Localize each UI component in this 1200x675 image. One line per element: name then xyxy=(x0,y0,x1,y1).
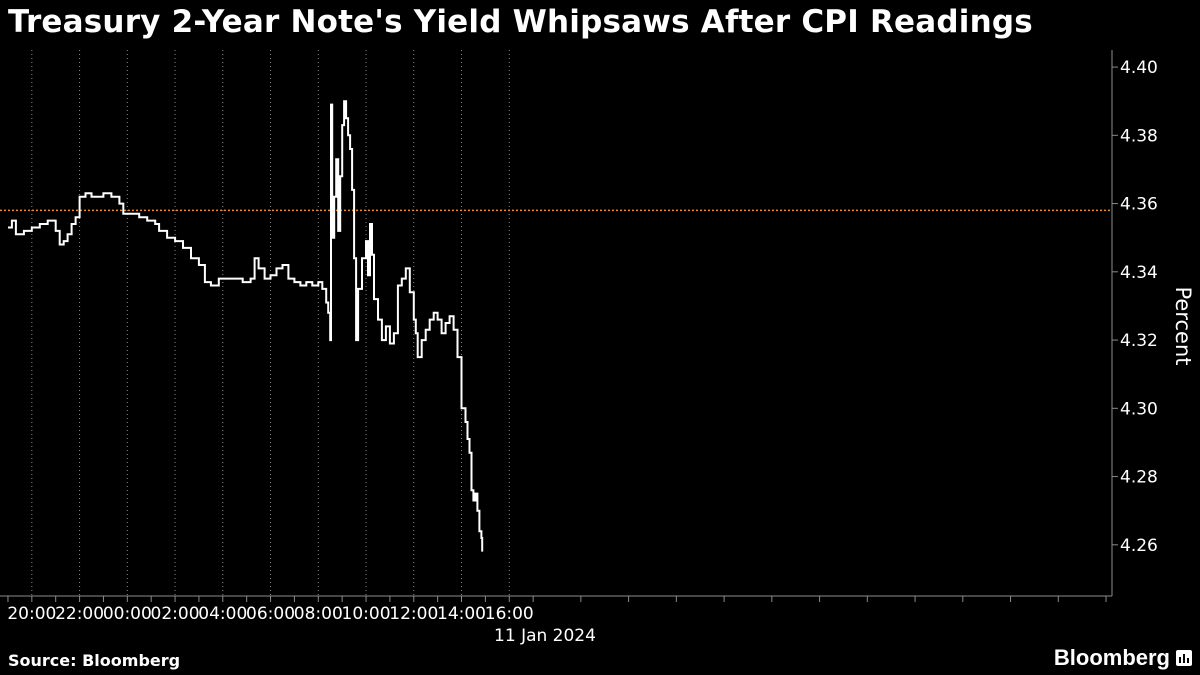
x-tick-labels: 20:0022:0000:0002:0004:0006:0008:0010:00… xyxy=(7,596,1107,624)
y-tick-label: 4.30 xyxy=(1120,399,1158,419)
y-tick-label: 4.36 xyxy=(1120,195,1158,215)
source-note: Source: Bloomberg xyxy=(8,651,181,670)
vertical-gridlines xyxy=(31,50,510,596)
brand-logo: Bloomberg xyxy=(1054,645,1192,671)
y-tick-labels: 4.26 4.28 4.30 4.32 4.34 4.36 4.38 4.40 xyxy=(1112,58,1158,556)
y-tick-label: 4.34 xyxy=(1120,263,1158,283)
y-axis-label: Percent xyxy=(1171,286,1195,365)
y-tick-label: 4.26 xyxy=(1120,536,1158,556)
x-tick-label: 04:00 xyxy=(198,604,247,624)
x-tick-label: 14:00 xyxy=(437,604,486,624)
x-tick-label: 06:00 xyxy=(246,604,295,624)
y-tick-label: 4.28 xyxy=(1120,468,1158,488)
x-tick-label: 02:00 xyxy=(151,604,200,624)
x-tick-label: 00:00 xyxy=(103,604,152,624)
x-tick-label: 16:00 xyxy=(485,604,534,624)
y-tick-label: 4.38 xyxy=(1120,126,1158,146)
x-tick-label: 20:00 xyxy=(7,604,56,624)
y-tick-label: 4.32 xyxy=(1120,331,1158,351)
x-tick-label: 10:00 xyxy=(342,604,391,624)
yield-series-line xyxy=(8,100,484,552)
chart-title: Treasury 2-Year Note's Yield Whipsaws Af… xyxy=(8,4,1033,40)
y-tick-label: 4.40 xyxy=(1120,58,1158,78)
x-axis-date-label: 11 Jan 2024 xyxy=(494,626,596,646)
axes xyxy=(0,50,1113,597)
bloomberg-chart-icon xyxy=(1176,650,1192,666)
x-tick-label: 12:00 xyxy=(389,604,438,624)
brand-name: Bloomberg xyxy=(1053,645,1170,670)
x-tick-label: 22:00 xyxy=(55,604,104,624)
x-tick-label: 08:00 xyxy=(294,604,343,624)
